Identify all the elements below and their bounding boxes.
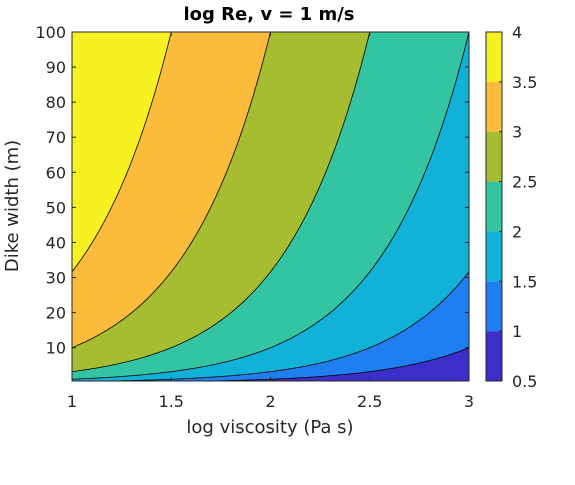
y-axis-label: Dike width (m) xyxy=(2,140,23,272)
y-tick-label: 50 xyxy=(46,198,66,217)
x-tick-label: 1.5 xyxy=(159,392,184,411)
colorbar-tick-label: 2.5 xyxy=(512,173,537,192)
contour-bands xyxy=(72,0,469,382)
y-tick-label: 60 xyxy=(46,163,66,182)
colorbar-bands xyxy=(486,32,502,381)
y-tick-label: 70 xyxy=(46,128,66,147)
colorbar-band xyxy=(486,281,502,331)
chart-title: log Re, v = 1 m/s xyxy=(183,4,354,25)
y-tick-label: 10 xyxy=(46,339,66,358)
colorbar: 0.5 1 1.5 2 2.5 3 3.5 4 xyxy=(486,23,537,391)
y-tick-label: 90 xyxy=(46,58,66,77)
colorbar-band xyxy=(486,182,502,232)
y-tick-label: 30 xyxy=(46,269,66,288)
colorbar-band xyxy=(486,331,502,381)
x-tick-label: 2 xyxy=(265,392,275,411)
x-tick-label: 3 xyxy=(464,392,474,411)
y-tick-label: 100 xyxy=(35,23,66,42)
colorbar-tick-label: 1 xyxy=(512,322,522,341)
plot-area xyxy=(72,0,469,382)
colorbar-tick-label: 2 xyxy=(512,222,522,241)
colorbar-tick-label: 3.5 xyxy=(512,73,537,92)
colorbar-ticks: 0.5 1 1.5 2 2.5 3 3.5 4 xyxy=(499,23,537,391)
colorbar-tick-label: 1.5 xyxy=(512,272,537,291)
x-tick-label: 1 xyxy=(67,392,77,411)
colorbar-band xyxy=(486,132,502,182)
x-axis-label: log viscosity (Pa s) xyxy=(186,417,353,438)
colorbar-band xyxy=(486,32,502,82)
y-tick-label: 40 xyxy=(46,233,66,252)
colorbar-band xyxy=(486,231,502,281)
x-tick-label: 2.5 xyxy=(357,392,382,411)
y-tick-label: 20 xyxy=(46,304,66,323)
colorbar-tick-label: 4 xyxy=(512,23,522,42)
colorbar-tick-label: 0.5 xyxy=(512,372,537,391)
colorbar-tick-label: 3 xyxy=(512,123,522,142)
y-tick-label: 80 xyxy=(46,93,66,112)
colorbar-band xyxy=(486,82,502,132)
